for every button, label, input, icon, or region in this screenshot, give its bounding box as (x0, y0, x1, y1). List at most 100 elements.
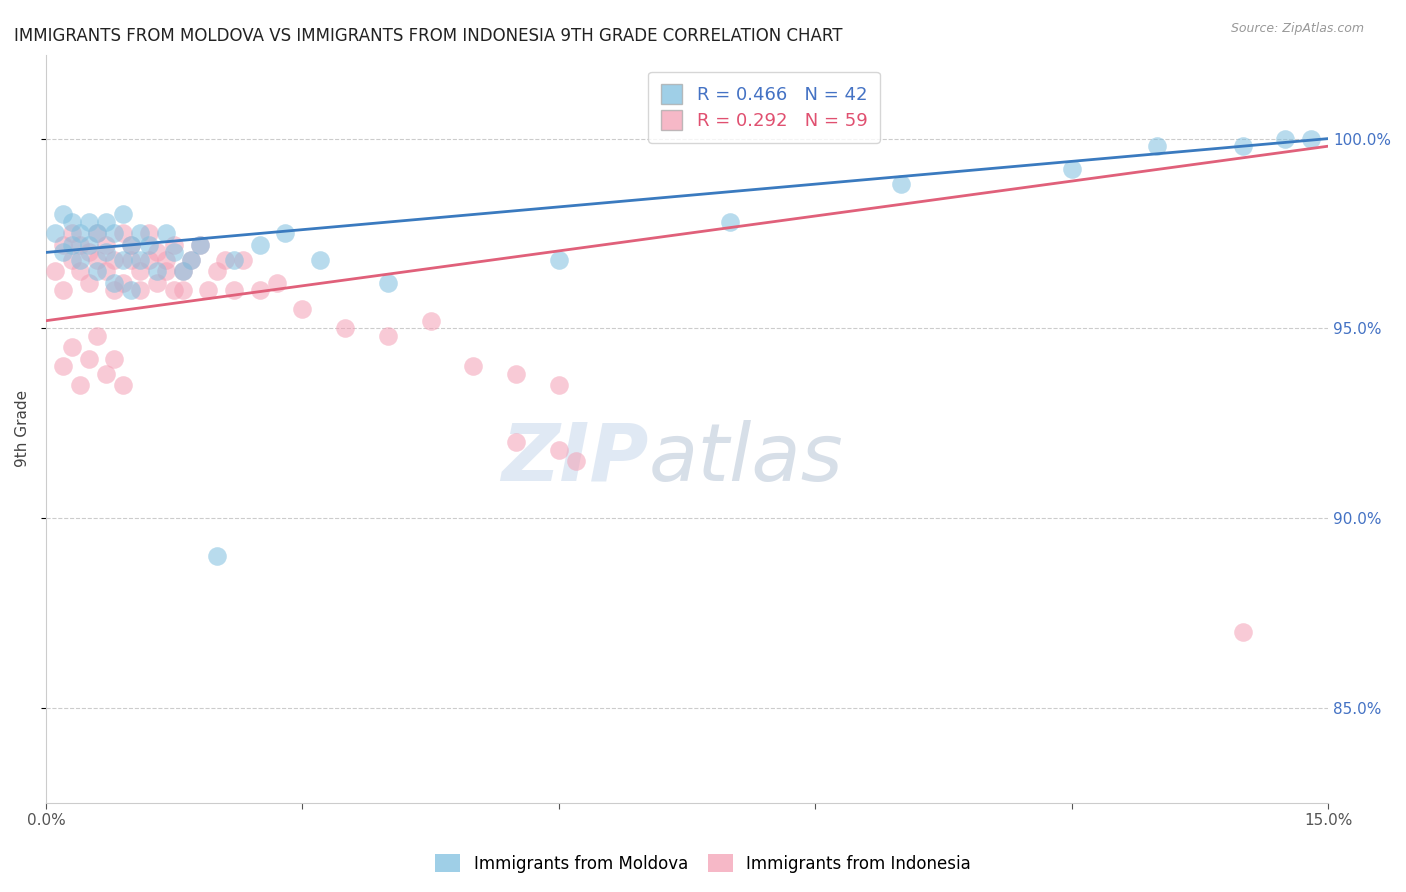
Point (60, 237, 83, 252)
Point (291, 302, 314, 317)
Point (505, 435, 527, 450)
Point (129, 264, 152, 278)
Point (86, 329, 108, 343)
Text: atlas: atlas (648, 420, 844, 498)
Point (155, 227, 177, 241)
Point (94, 264, 117, 278)
Point (1232, 139, 1254, 153)
Point (377, 276, 399, 290)
Point (1274, 131, 1296, 145)
Point (86, 227, 108, 241)
Point (120, 237, 142, 252)
Point (60, 252, 83, 267)
Point (155, 264, 177, 278)
Point (86, 264, 108, 278)
Y-axis label: 9th Grade: 9th Grade (15, 391, 30, 467)
Point (69, 237, 91, 252)
Point (111, 378, 134, 392)
Point (138, 252, 160, 267)
Point (188, 237, 211, 252)
Point (60, 340, 83, 354)
Legend: R = 0.466   N = 42, R = 0.292   N = 59: R = 0.466 N = 42, R = 0.292 N = 59 (648, 71, 880, 143)
Point (155, 252, 177, 267)
Point (138, 237, 160, 252)
Point (205, 549, 228, 563)
Point (222, 284, 245, 298)
Point (120, 237, 142, 252)
Point (52, 207, 75, 221)
Point (52, 359, 75, 374)
Point (69, 378, 91, 392)
Point (1299, 131, 1322, 145)
Point (120, 284, 142, 298)
Point (333, 321, 356, 335)
Point (77, 276, 100, 290)
Point (86, 227, 108, 241)
Point (60, 227, 83, 241)
Point (94, 245, 117, 260)
Point (52, 245, 75, 260)
Point (463, 359, 485, 374)
Point (77, 351, 100, 366)
Point (138, 227, 160, 241)
Point (111, 227, 134, 241)
Point (505, 367, 527, 381)
Point (547, 378, 569, 392)
Point (197, 284, 219, 298)
Point (163, 284, 186, 298)
Point (172, 264, 194, 278)
Point (111, 207, 134, 221)
Legend: Immigrants from Moldova, Immigrants from Indonesia: Immigrants from Moldova, Immigrants from… (429, 847, 977, 880)
Point (377, 329, 399, 343)
Point (565, 454, 588, 468)
Point (274, 227, 297, 241)
Point (52, 284, 75, 298)
Point (60, 215, 83, 229)
Point (94, 237, 117, 252)
Point (146, 264, 169, 278)
Point (103, 284, 125, 298)
Point (1060, 161, 1083, 176)
Point (163, 245, 186, 260)
Point (44, 264, 66, 278)
Point (266, 276, 288, 290)
Point (718, 215, 741, 229)
Point (180, 252, 202, 267)
Text: IMMIGRANTS FROM MOLDOVA VS IMMIGRANTS FROM INDONESIA 9TH GRADE CORRELATION CHART: IMMIGRANTS FROM MOLDOVA VS IMMIGRANTS FR… (14, 27, 842, 45)
Point (94, 215, 117, 229)
Point (69, 264, 91, 278)
Point (214, 252, 236, 267)
Point (77, 215, 100, 229)
Point (308, 252, 330, 267)
Point (146, 245, 169, 260)
Point (86, 252, 108, 267)
Point (129, 252, 152, 267)
Point (94, 367, 117, 381)
Point (103, 252, 125, 267)
Text: Source: ZipAtlas.com: Source: ZipAtlas.com (1230, 22, 1364, 36)
Point (419, 314, 441, 328)
Point (69, 227, 91, 241)
Point (172, 284, 194, 298)
Point (205, 264, 228, 278)
Point (77, 245, 100, 260)
Point (44, 227, 66, 241)
Point (52, 237, 75, 252)
Point (249, 237, 271, 252)
Point (163, 237, 186, 252)
Point (180, 252, 202, 267)
Point (547, 442, 569, 457)
Point (111, 252, 134, 267)
Point (129, 284, 152, 298)
Point (111, 276, 134, 290)
Point (103, 276, 125, 290)
Point (69, 252, 91, 267)
Point (129, 227, 152, 241)
Point (222, 252, 245, 267)
Point (146, 276, 169, 290)
Point (77, 237, 100, 252)
Point (188, 237, 211, 252)
Point (890, 177, 912, 191)
Text: ZIP: ZIP (501, 420, 648, 498)
Point (103, 227, 125, 241)
